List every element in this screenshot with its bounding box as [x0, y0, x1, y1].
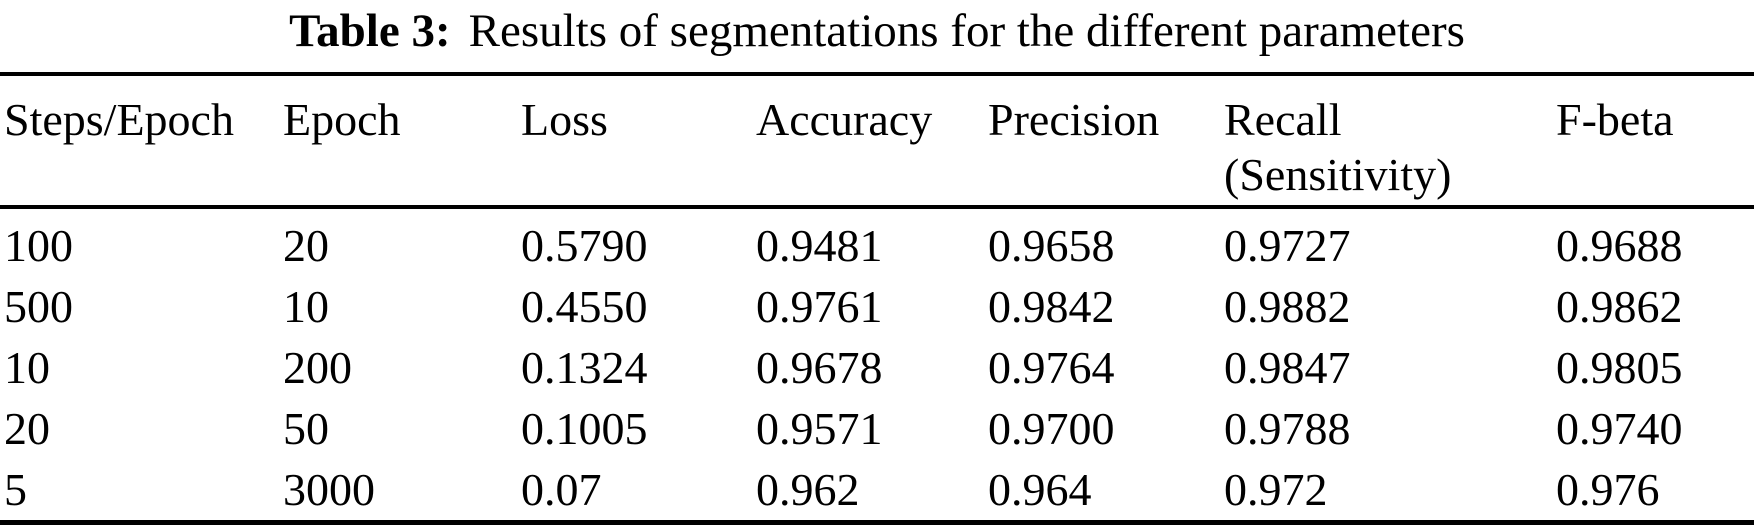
header-label: Precision — [988, 94, 1160, 145]
table-row-2: 10 200 0.1324 0.9678 0.9764 0.9847 0.9805 — [0, 337, 1754, 398]
table-caption: Table 3: Results of segmentations for the… — [0, 0, 1754, 62]
column-header-2: Loss — [521, 74, 756, 209]
header-label: F-beta — [1556, 94, 1674, 145]
table-row-1: 500 10 0.4550 0.9761 0.9842 0.9882 0.9862 — [0, 276, 1754, 337]
header-label: Accuracy — [756, 94, 933, 145]
table-cell-r0-c0: 100 — [4, 220, 73, 271]
table-cell-r1-c0: 500 — [4, 281, 73, 332]
table-cell-r0-c3: 0.9481 — [756, 220, 883, 271]
table-cell-r4-c3: 0.962 — [756, 464, 860, 515]
table-cell-r4-c0: 5 — [4, 464, 27, 515]
table-cell-r4-c6: 0.976 — [1556, 464, 1660, 515]
table-cell-r1-c3: 0.9761 — [756, 281, 883, 332]
table-cell-r3-c2: 0.1005 — [521, 403, 648, 454]
caption-label: Table 3: — [289, 5, 451, 57]
header-sublabel: (Sensitivity) — [1224, 149, 1452, 200]
table-cell-r0-c6: 0.9688 — [1556, 220, 1683, 271]
table-row-0: 100 20 0.5790 0.9481 0.9658 0.9727 0.9688 — [0, 207, 1754, 276]
table-cell-r4-c5: 0.972 — [1224, 464, 1328, 515]
header-label: Steps/Epoch — [4, 94, 234, 145]
table-cell-r0-c1: 20 — [283, 220, 329, 271]
table-cell-r2-c5: 0.9847 — [1224, 342, 1351, 393]
table-cell-r3-c1: 50 — [283, 403, 329, 454]
results-table: Steps/Epoch Epoch Loss Accuracy Precision Rec… — [0, 72, 1754, 525]
column-header-1: Epoch — [283, 74, 521, 209]
column-header-3: Accuracy — [756, 74, 988, 209]
table-row-4: 5 3000 0.07 0.962 0.964 0.972 0.976 — [0, 459, 1754, 523]
table-cell-r4-c1: 3000 — [283, 464, 375, 515]
table-cell-r1-c1: 10 — [283, 281, 329, 332]
table-cell-r1-c5: 0.9882 — [1224, 281, 1351, 332]
table-cell-r3-c3: 0.9571 — [756, 403, 883, 454]
table-cell-r2-c4: 0.9764 — [988, 342, 1115, 393]
table-row-3: 20 50 0.1005 0.9571 0.9700 0.9788 0.9740 — [0, 398, 1754, 459]
header-label: Epoch — [283, 94, 401, 145]
table-cell-r2-c3: 0.9678 — [756, 342, 883, 393]
table-cell-r3-c0: 20 — [4, 403, 50, 454]
column-header-4: Precision — [988, 74, 1224, 209]
header-label: Loss — [521, 94, 608, 145]
table-cell-r3-c6: 0.9740 — [1556, 403, 1683, 454]
table-cell-r2-c1: 200 — [283, 342, 352, 393]
table-cell-r4-c4: 0.964 — [988, 464, 1092, 515]
table-cell-r0-c4: 0.9658 — [988, 220, 1115, 271]
caption-text: Results of segmentations for the differe… — [468, 5, 1465, 57]
table-cell-r1-c6: 0.9862 — [1556, 281, 1683, 332]
column-header-6: F-beta — [1556, 74, 1754, 209]
column-header-0: Steps/Epoch — [0, 74, 283, 209]
table-cell-r1-c4: 0.9842 — [988, 281, 1115, 332]
table-cell-r3-c5: 0.9788 — [1224, 403, 1351, 454]
table-cell-r2-c0: 10 — [4, 342, 50, 393]
column-header-5: Recall (Sensitivity) — [1224, 74, 1556, 209]
table-body: 100 20 0.5790 0.9481 0.9658 0.9727 0.9688 500 10… — [0, 207, 1754, 523]
table-cell-r2-c2: 0.1324 — [521, 342, 648, 393]
table-cell-r0-c5: 0.9727 — [1224, 220, 1351, 271]
table-cell-r2-c6: 0.9805 — [1556, 342, 1683, 393]
table-cell-r3-c4: 0.9700 — [988, 403, 1115, 454]
table-cell-r1-c2: 0.4550 — [521, 281, 648, 332]
header-label: Recall — [1224, 94, 1342, 145]
table-cell-r0-c2: 0.5790 — [521, 220, 648, 271]
header-row: Steps/Epoch Epoch Loss Accuracy Precision Rec… — [0, 74, 1754, 209]
table-cell-r4-c2: 0.07 — [521, 464, 602, 515]
table-header: Steps/Epoch Epoch Loss Accuracy Precision Rec… — [0, 74, 1754, 209]
